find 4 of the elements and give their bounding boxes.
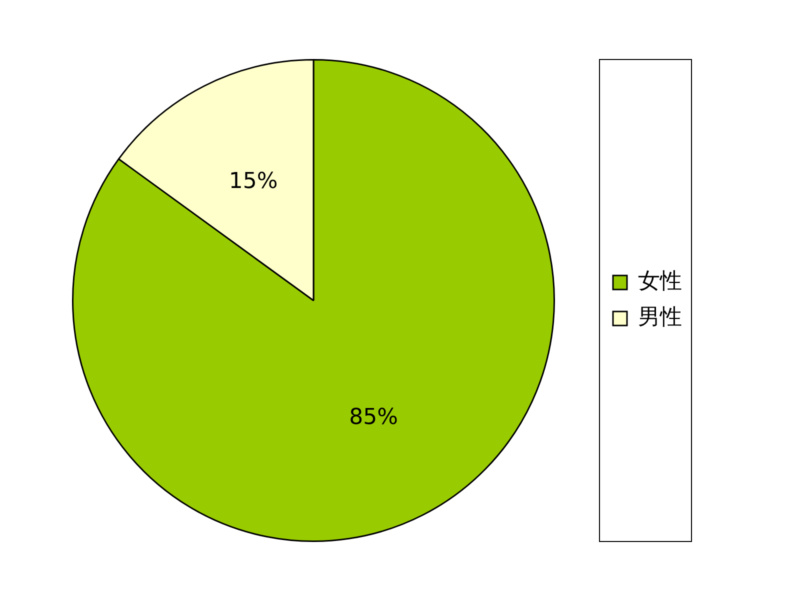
data-label: 15% <box>228 169 278 194</box>
legend-label: 男性 <box>638 305 682 330</box>
data-label: 85% <box>349 405 398 430</box>
legend-label: 女性 <box>638 269 682 294</box>
